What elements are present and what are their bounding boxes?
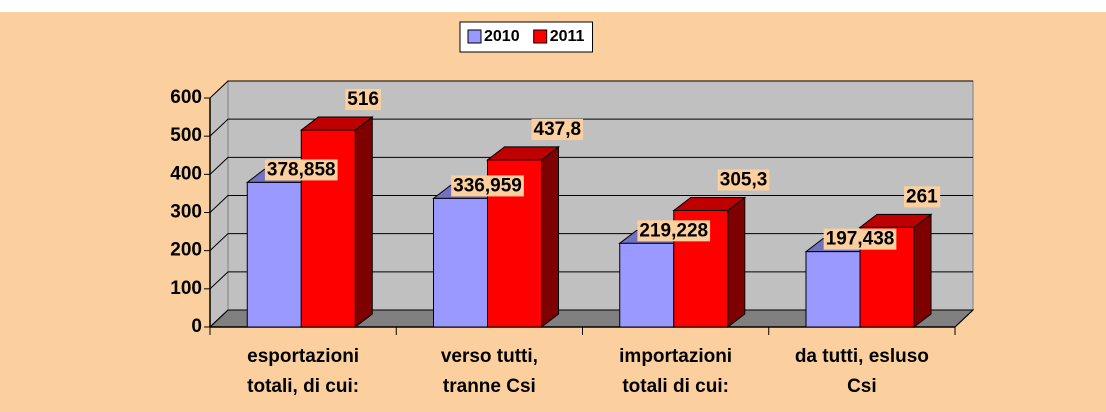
legend: 2010 2011 <box>459 21 594 53</box>
y-tick-label: 200 <box>170 240 202 261</box>
x-tick-label: da tutti, esluso Csi <box>794 346 929 397</box>
x-tick-label: verso tutti, tranne Csi <box>440 346 538 397</box>
bar-side <box>727 196 746 329</box>
data-label: 516 <box>347 89 379 110</box>
data-label-background <box>823 228 897 250</box>
grid-line <box>209 118 973 137</box>
bar-side <box>354 116 373 329</box>
data-label: 336,959 <box>453 175 522 196</box>
bar <box>246 181 302 328</box>
grid-line <box>209 80 973 99</box>
data-label: 261 <box>906 186 938 207</box>
legend-label: 2011 <box>550 28 585 45</box>
y-tick-label: 100 <box>170 278 202 299</box>
data-label: 378,858 <box>267 159 336 180</box>
data-label: 197,438 <box>826 229 895 250</box>
x-tick-label: importazioni totali di cui: <box>619 346 733 397</box>
y-tick-label: 0 <box>191 316 202 337</box>
bar <box>619 242 675 328</box>
bar-side <box>541 145 560 329</box>
data-label-background <box>531 118 584 140</box>
bar-side <box>913 213 932 329</box>
data-label-background <box>637 220 711 242</box>
legend-box <box>459 21 594 53</box>
data-label-background <box>264 159 338 181</box>
bar <box>433 197 489 328</box>
data-label-background <box>904 186 941 208</box>
data-label: 437,8 <box>534 119 582 140</box>
bar <box>805 251 861 328</box>
y-tick-label: 400 <box>170 163 202 184</box>
legend-label: 2010 <box>484 28 520 45</box>
y-tick-label: 600 <box>170 87 202 108</box>
grid-line <box>209 156 973 175</box>
data-label-background <box>345 89 381 111</box>
data-label-background <box>717 169 770 191</box>
data-label: 219,228 <box>639 220 708 241</box>
legend-swatch <box>533 29 548 44</box>
x-axis-depth <box>954 309 974 328</box>
y-tick-label: 500 <box>170 125 202 146</box>
legend-swatch <box>467 29 482 44</box>
x-tick-label: esportazioni totali, di cui: <box>247 346 360 397</box>
data-label-background <box>451 175 524 197</box>
data-label: 305,3 <box>720 169 768 190</box>
grid-line <box>209 195 973 213</box>
y-tick-label: 300 <box>170 202 202 223</box>
